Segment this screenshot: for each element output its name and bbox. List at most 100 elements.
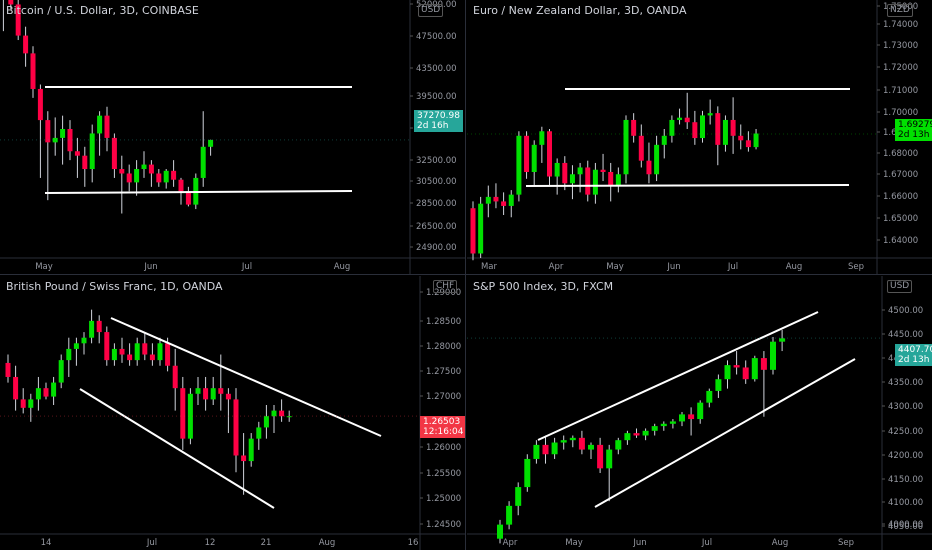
candle: [58, 354, 64, 389]
candle-body: [692, 122, 698, 139]
candle-body: [73, 343, 79, 349]
candle: [642, 428, 649, 441]
candle: [141, 151, 147, 178]
candle-body: [104, 115, 110, 138]
chart-panel-btc[interactable]: 52000.0047500.0043500.0039500.0035500.00…: [0, 0, 465, 274]
candle: [515, 482, 522, 516]
chart-title-gbpchf: British Pound / Swiss Franc, 1D, OANDA: [6, 280, 223, 293]
price-tick-label: 1.66000: [883, 192, 918, 202]
candle: [730, 97, 736, 154]
candle-body: [524, 135, 530, 172]
candle: [654, 135, 660, 182]
time-tick-label: Jun: [143, 262, 157, 272]
candle: [52, 117, 58, 156]
chart-panel-spx[interactable]: 4500.004450.004400.004350.004300.004250.…: [467, 276, 932, 550]
trendline: [79, 388, 275, 509]
candle-body: [745, 140, 751, 148]
candle: [104, 106, 110, 152]
last-price-tag-spx: 4407.70 2d 13h: [895, 344, 932, 366]
candle: [516, 131, 522, 202]
candle-body: [497, 524, 503, 539]
time-tick-label: Mar: [481, 262, 498, 272]
candle: [554, 158, 560, 195]
candle-body: [539, 131, 545, 145]
time-tick-label: May: [35, 262, 53, 272]
horizontal-divider[interactable]: [0, 274, 932, 275]
candle: [218, 354, 224, 411]
candle: [20, 388, 26, 414]
vertical-divider[interactable]: [465, 0, 466, 550]
currency-badge-eurnzd[interactable]: NZD: [887, 4, 913, 17]
spx-chart-canvas[interactable]: 4500.004450.004400.004350.004300.004250.…: [467, 276, 932, 550]
candle-body: [700, 115, 705, 139]
gbpchf-chart-canvas[interactable]: 1.29000 1.28500 1.28000 1.27500 1.27000 1.265…: [0, 276, 465, 550]
price-tick-label: 1.74000: [883, 20, 918, 30]
candle: [180, 376, 186, 450]
candle-body: [588, 444, 594, 450]
candle: [171, 160, 177, 187]
price-tick-label: 1.25500: [426, 469, 461, 479]
candle-body: [508, 194, 514, 206]
candle: [738, 124, 744, 150]
price-tick-label: 26500.00: [416, 222, 457, 232]
eurnzd-chart-canvas[interactable]: 1.75000 1.74000 1.73000 1.72000 1.71000 1.700…: [467, 0, 932, 274]
candle: [684, 92, 690, 129]
price-tick-label: 1.67000: [883, 170, 918, 180]
candle: [615, 437, 622, 455]
price-tick-label: 1.64000: [883, 236, 918, 246]
chart-panel-eurnzd[interactable]: 1.75000 1.74000 1.73000 1.72000 1.71000 1.700…: [467, 0, 932, 274]
candle-body: [560, 440, 567, 443]
candle: [588, 442, 594, 459]
candle: [15, 0, 21, 41]
candle: [185, 186, 191, 207]
candle: [187, 388, 193, 445]
candle: [119, 337, 125, 363]
time-tick-label: Jul: [701, 538, 712, 548]
trendline: [525, 184, 850, 187]
candle-body: [241, 455, 247, 462]
candle-body: [157, 343, 163, 361]
candle-body: [485, 196, 491, 204]
price-tick-label: 1.26000: [426, 443, 461, 453]
candle: [578, 430, 585, 455]
candle-body: [82, 155, 88, 170]
currency-badge-spx[interactable]: USD: [887, 280, 913, 293]
candle: [715, 106, 721, 166]
price-tick-label: 1.28000: [426, 342, 461, 352]
candle: [779, 329, 786, 352]
candle-body: [172, 365, 178, 389]
candle-body: [111, 137, 117, 170]
candle: [677, 108, 683, 125]
candle: [279, 399, 285, 422]
candle-body: [248, 438, 254, 462]
currency-badge-btc[interactable]: USD: [418, 4, 444, 17]
time-tick-label: Apr: [549, 262, 564, 272]
candle: [111, 133, 117, 178]
candle-body: [218, 388, 224, 394]
candle: [606, 444, 613, 502]
candle: [485, 185, 491, 218]
chart-panel-gbpchf[interactable]: 1.29000 1.28500 1.28000 1.27500 1.27000 1.265…: [0, 276, 467, 550]
candle-body: [493, 196, 499, 202]
btc-chart-canvas[interactable]: 52000.0047500.0043500.0039500.0035500.00…: [0, 0, 465, 274]
candle-body: [569, 437, 576, 441]
candle: [577, 162, 583, 193]
last-price-value: 4407.70: [898, 345, 932, 355]
candle: [700, 110, 705, 143]
currency-badge-gbpchf[interactable]: CHF: [433, 280, 458, 293]
trendline: [537, 311, 819, 441]
candle-body: [592, 169, 598, 195]
time-tick-label: Sep: [848, 262, 864, 272]
candle-body: [15, 4, 21, 36]
candle-body: [127, 354, 133, 361]
candle: [615, 167, 621, 193]
candle-body: [624, 433, 631, 441]
candle-body: [688, 414, 695, 420]
price-tick-label: 4200.00: [888, 451, 923, 461]
candle: [157, 337, 163, 366]
candle-body: [263, 416, 269, 428]
candle-body: [225, 393, 231, 400]
last-price-value: 37270.98: [417, 111, 460, 121]
candle-body: [638, 135, 644, 161]
candle: [722, 115, 728, 152]
